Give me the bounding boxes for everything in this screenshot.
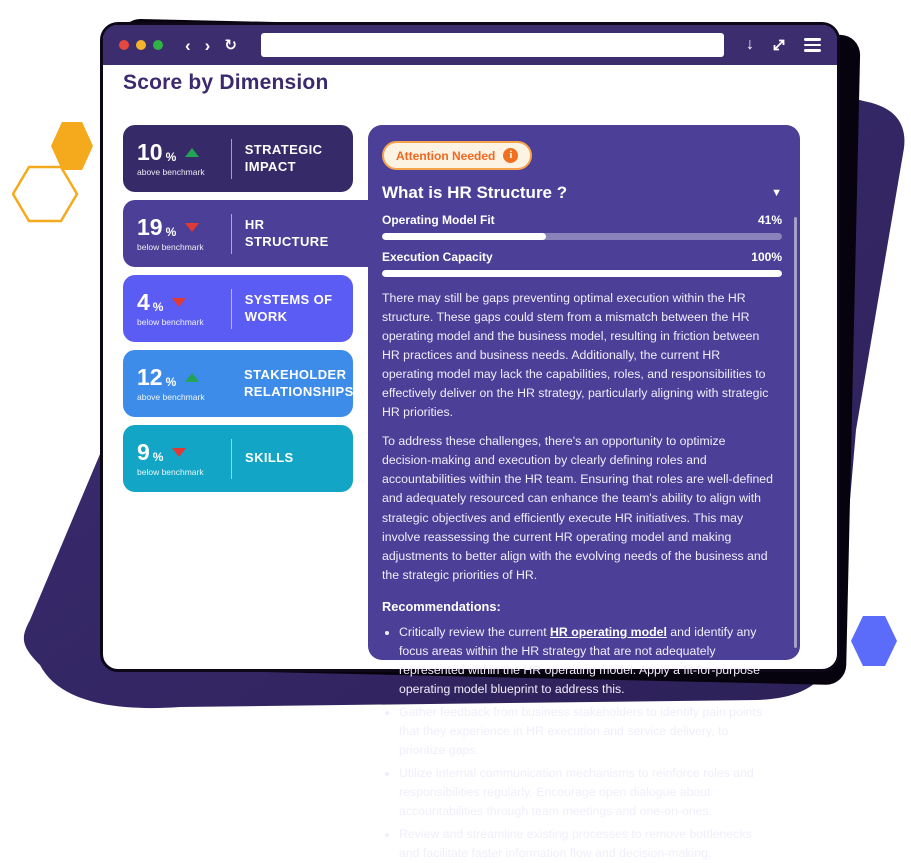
score-block: 19% below benchmark xyxy=(137,213,229,252)
selected-card-connector xyxy=(328,200,374,267)
bullet-text: Critically review the current xyxy=(399,624,551,639)
dimension-card-systems-of-work[interactable]: 4% below benchmark SYSTEMS OF WORK xyxy=(123,275,353,342)
progress-bar-fill xyxy=(382,233,546,240)
menu-icon[interactable] xyxy=(804,38,821,52)
dimension-card-skills[interactable]: 9% below benchmark SKILLS xyxy=(123,425,353,492)
detail-paragraph: There may still be gaps preventing optim… xyxy=(382,291,769,420)
score-unit: % xyxy=(152,449,164,464)
card-divider xyxy=(231,213,232,254)
dimension-label: HR STRUCTURE xyxy=(244,216,329,249)
trend-up-icon xyxy=(185,147,200,157)
trend-down-icon xyxy=(172,297,187,307)
hexagon-decoration-outline xyxy=(11,165,79,223)
attention-needed-badge[interactable]: Attention Needed i xyxy=(382,141,533,170)
progress-bar-fill xyxy=(382,270,782,277)
dimension-card-stakeholder-relationships[interactable]: 12% above benchmark STAKEHOLDER RELATION… xyxy=(123,350,353,417)
browser-toolbar: ‹ › ↻ ↓ xyxy=(103,25,837,65)
trend-down-icon xyxy=(172,447,187,457)
chevron-down-icon[interactable]: ▼ xyxy=(771,187,782,199)
panel-scrollbar[interactable] xyxy=(794,217,797,648)
score-value: 10 xyxy=(137,138,163,165)
dimension-label: STAKEHOLDER RELATIONSHIPS xyxy=(244,366,354,399)
dimension-card-strategic-impact[interactable]: 10% above benchmark STRATEGIC IMPACT xyxy=(123,125,353,192)
score-unit: % xyxy=(165,374,177,389)
dimension-label: STRATEGIC IMPACT xyxy=(244,141,323,174)
traffic-lights xyxy=(119,40,163,50)
expand-icon[interactable] xyxy=(771,37,787,53)
page-content: Score by Dimension 10% above benchmark S… xyxy=(103,65,837,860)
toolbar-right-icons: ↓ xyxy=(746,36,821,54)
score-value: 9 xyxy=(137,438,150,465)
benchmark-label: below benchmark xyxy=(137,316,204,327)
browser-window: ‹ › ↻ ↓ Score by Dimension xyxy=(100,22,840,860)
info-icon: i xyxy=(503,148,519,163)
close-window-icon[interactable] xyxy=(119,40,129,50)
trend-down-icon xyxy=(185,222,200,232)
benchmark-label: above benchmark xyxy=(137,391,205,402)
recommendations-list: Critically review the current HR operati… xyxy=(382,623,774,863)
metric-value: 100% xyxy=(751,250,782,264)
score-value: 4 xyxy=(137,288,150,315)
progress-bar-track xyxy=(382,270,782,277)
zoom-window-icon[interactable] xyxy=(153,40,163,50)
score-block: 10% above benchmark xyxy=(137,138,229,177)
badge-label: Attention Needed xyxy=(396,148,496,163)
bullet-text: and identify any focus areas within the … xyxy=(399,624,760,696)
trend-up-icon xyxy=(185,372,200,382)
metric-execution-capacity: Execution Capacity 100% xyxy=(382,250,782,277)
dimension-label: SYSTEMS OF WORK xyxy=(244,291,333,324)
forward-icon[interactable]: › xyxy=(204,35,211,55)
score-unit: % xyxy=(165,224,177,239)
reload-icon[interactable]: ↻ xyxy=(224,36,237,54)
card-divider xyxy=(231,138,232,179)
metric-label: Operating Model Fit xyxy=(382,213,495,227)
card-divider xyxy=(231,288,232,329)
detail-question-title: What is HR Structure ? xyxy=(382,183,568,202)
score-unit: % xyxy=(165,149,177,164)
benchmark-label: below benchmark xyxy=(137,466,204,477)
detail-body-text: There may still be gaps preventing optim… xyxy=(382,289,782,863)
dimension-detail-panel: Attention Needed i What is HR Structure … xyxy=(368,125,800,860)
list-item: Gather feedback from business stakeholde… xyxy=(399,703,774,760)
page-background: ‹ › ↻ ↓ Score by Dimension xyxy=(0,0,911,726)
list-item: Utilize internal communication mechanism… xyxy=(399,764,774,821)
download-icon[interactable]: ↓ xyxy=(746,36,754,53)
minimize-window-icon[interactable] xyxy=(136,40,146,50)
detail-paragraph: To address these challenges, there's an … xyxy=(382,434,773,582)
dimension-label: SKILLS xyxy=(245,450,294,466)
score-block: 9% below benchmark xyxy=(137,438,229,477)
dimension-card-hr-structure[interactable]: 19% below benchmark HR STRUCTURE xyxy=(123,200,353,267)
list-item: Review and streamline existing processes… xyxy=(399,825,774,863)
card-divider xyxy=(231,438,232,479)
hr-operating-model-link[interactable]: HR operating model xyxy=(550,624,667,639)
score-value: 12 xyxy=(137,363,163,390)
score-unit: % xyxy=(152,299,164,314)
metric-operating-model-fit: Operating Model Fit 41% xyxy=(382,213,782,240)
list-item: Critically review the current HR operati… xyxy=(399,623,774,699)
page-title: Score by Dimension xyxy=(123,71,329,94)
score-block: 12% above benchmark xyxy=(137,363,229,402)
back-icon[interactable]: ‹ xyxy=(185,35,191,55)
benchmark-label: below benchmark xyxy=(137,241,204,252)
score-value: 19 xyxy=(137,213,163,240)
recommendations-heading: Recommendations: xyxy=(382,598,501,614)
score-block: 4% below benchmark xyxy=(137,288,229,327)
url-bar[interactable] xyxy=(260,33,724,57)
metric-label: Execution Capacity xyxy=(382,250,493,264)
progress-bar-track xyxy=(382,233,782,240)
metric-value: 41% xyxy=(757,213,782,227)
benchmark-label: above benchmark xyxy=(137,166,205,177)
